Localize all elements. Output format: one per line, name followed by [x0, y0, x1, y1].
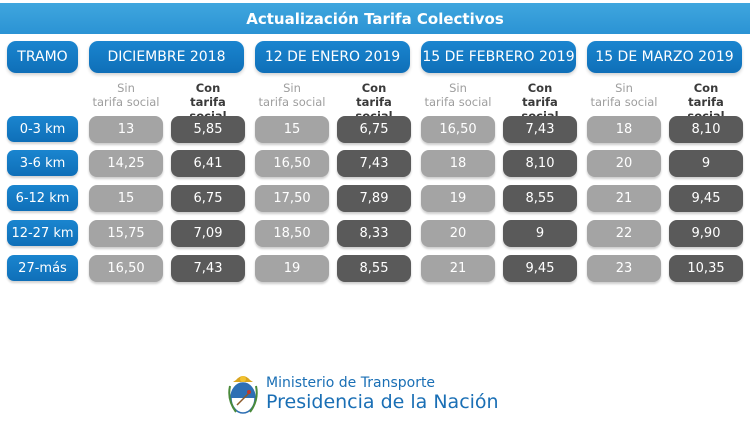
tramo-label: 12-27 km: [7, 220, 78, 246]
table-cell: 22: [587, 220, 661, 247]
header-period-3: 15 DE FEBRERO 2019: [421, 41, 576, 73]
table-cell: 18: [587, 116, 661, 143]
table-cell: 9,90: [669, 220, 743, 247]
ministry-name: Ministerio de Transporte: [266, 375, 436, 391]
table-cell: 9,45: [669, 185, 743, 212]
presidency-name: Presidencia de la Nación: [266, 391, 499, 413]
table-cell: 18,50: [255, 220, 329, 247]
subheader-sin: Sin tarifa social: [258, 81, 326, 109]
table-cell: 17,50: [255, 185, 329, 212]
escudo-nacional-icon: [228, 376, 258, 414]
tramo-label: 6-12 km: [7, 185, 78, 211]
table-cell: 16,50: [421, 116, 495, 143]
page-title: Actualización Tarifa Colectivos: [0, 3, 750, 34]
table-cell: 20: [587, 150, 661, 177]
table-cell: 15: [255, 116, 329, 143]
table-cell: 5,85: [171, 116, 245, 143]
subheader-sin: Sin tarifa social: [92, 81, 160, 109]
table-cell: 8,10: [669, 116, 743, 143]
subheader-sin: Sin tarifa social: [590, 81, 658, 109]
header-period-1: DICIEMBRE 2018: [89, 41, 244, 73]
table-cell: 7,43: [171, 255, 245, 282]
table-cell: 9: [503, 220, 577, 247]
table-cell: 6,41: [171, 150, 245, 177]
table-cell: 8,33: [337, 220, 411, 247]
table-cell: 19: [421, 185, 495, 212]
table-cell: 6,75: [171, 185, 245, 212]
table-cell: 15: [89, 185, 163, 212]
table-cell: 6,75: [337, 116, 411, 143]
table-cell: 21: [587, 185, 661, 212]
table-cell: 20: [421, 220, 495, 247]
table-cell: 7,09: [171, 220, 245, 247]
table-cell: 19: [255, 255, 329, 282]
ministry-logo: Ministerio de Transporte Presidencia de …: [228, 372, 499, 416]
table-cell: 8,55: [337, 255, 411, 282]
table-cell: 18: [421, 150, 495, 177]
table-cell: 7,89: [337, 185, 411, 212]
table-cell: 21: [421, 255, 495, 282]
table-cell: 10,35: [669, 255, 743, 282]
header-tramo: TRAMO: [7, 41, 78, 73]
tramo-label: 27-más: [7, 255, 78, 281]
table-cell: 9: [669, 150, 743, 177]
table-cell: 8,10: [503, 150, 577, 177]
table-cell: 7,43: [337, 150, 411, 177]
table-cell: 15,75: [89, 220, 163, 247]
tramo-label: 3-6 km: [7, 150, 78, 176]
header-period-2: 12 DE ENERO 2019: [255, 41, 410, 73]
table-cell: 13: [89, 116, 163, 143]
table-cell: 14,25: [89, 150, 163, 177]
table-cell: 16,50: [255, 150, 329, 177]
table-cell: 7,43: [503, 116, 577, 143]
header-period-4: 15 DE MARZO 2019: [587, 41, 742, 73]
table-cell: 23: [587, 255, 661, 282]
table-cell: 9,45: [503, 255, 577, 282]
tramo-label: 0-3 km: [7, 116, 78, 142]
table-cell: 8,55: [503, 185, 577, 212]
table-cell: 16,50: [89, 255, 163, 282]
subheader-sin: Sin tarifa social: [424, 81, 492, 109]
